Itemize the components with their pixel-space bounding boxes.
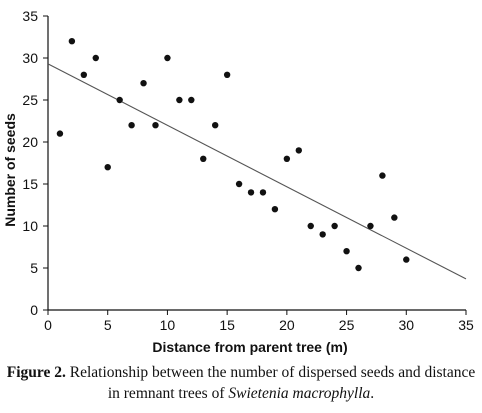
data-point xyxy=(140,80,147,87)
y-tick-label: 5 xyxy=(30,260,38,276)
data-point xyxy=(152,122,159,129)
data-point xyxy=(271,206,279,213)
scatter-chart: 0 5 10 15 20 25 30 35 0 5 10 15 20 25 30 35 Distance fr… xyxy=(2,8,474,355)
data-point xyxy=(403,256,410,263)
data-point xyxy=(355,264,362,272)
y-tick-label: 20 xyxy=(22,134,38,150)
data-point xyxy=(200,155,207,162)
y-axis-label: Number of seeds xyxy=(2,113,18,227)
y-tick-label: 10 xyxy=(22,218,38,234)
data-point xyxy=(259,189,267,196)
data-point xyxy=(176,96,183,104)
data-point xyxy=(391,214,398,221)
data-point xyxy=(104,164,111,171)
data-point xyxy=(116,96,123,104)
caption-text: Relationship between the number of dispe… xyxy=(65,364,476,402)
data-point xyxy=(92,54,99,62)
x-tick-label: 20 xyxy=(279,317,295,333)
y-tick-label: 0 xyxy=(30,302,38,318)
data-point xyxy=(212,122,219,129)
data-point xyxy=(164,54,171,62)
data-point xyxy=(188,96,195,104)
x-tick-label: 10 xyxy=(160,317,176,333)
data-point xyxy=(223,71,231,79)
x-tick-label: 0 xyxy=(44,317,52,333)
x-tick-label: 35 xyxy=(458,317,474,333)
plot-area: 0 5 10 15 20 25 30 35 0 5 10 15 20 25 30 35 xyxy=(22,8,474,333)
x-tick-label: 30 xyxy=(398,317,414,333)
caption-label: Figure 2. xyxy=(6,364,66,381)
data-point xyxy=(80,71,88,79)
x-tick-label: 25 xyxy=(339,317,355,333)
data-point xyxy=(295,147,302,154)
data-point xyxy=(283,155,291,162)
data-point xyxy=(128,122,135,129)
y-tick-label: 15 xyxy=(22,176,38,192)
trend-line xyxy=(47,63,467,280)
figure-caption: Figure 2. Relationship between the numbe… xyxy=(0,362,482,404)
data-point xyxy=(343,248,350,255)
data-point xyxy=(56,130,64,137)
caption-species: Swietenia macrophylla xyxy=(228,385,371,402)
y-tick-label: 25 xyxy=(22,92,38,108)
data-point xyxy=(247,189,255,196)
y-tick-label: 30 xyxy=(22,50,38,66)
caption-end: . xyxy=(370,385,375,402)
data-point xyxy=(319,231,326,238)
x-tick-label: 15 xyxy=(219,317,235,333)
data-point xyxy=(367,222,374,230)
data-point xyxy=(307,222,314,230)
y-tick-label: 35 xyxy=(22,8,38,24)
data-point xyxy=(331,222,338,230)
data-point xyxy=(235,180,243,188)
data-point xyxy=(68,38,76,45)
data-point xyxy=(379,172,386,179)
x-tick-label: 5 xyxy=(104,317,112,333)
x-axis-label: Distance from parent tree (m) xyxy=(152,339,347,355)
